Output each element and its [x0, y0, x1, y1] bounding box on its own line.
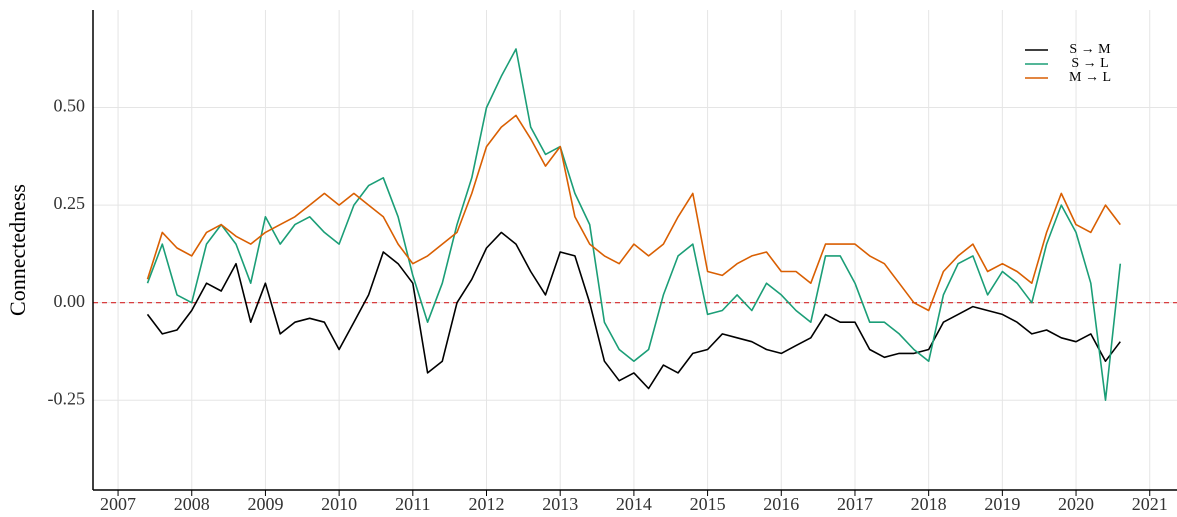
x-tick-label: 2011	[395, 494, 430, 514]
x-tick-label: 2020	[1058, 494, 1094, 514]
y-tick-label: -0.25	[48, 388, 86, 408]
y-tick-label: 0.00	[54, 291, 86, 311]
legend-label: S → M	[1069, 42, 1111, 57]
legend-label: S → L	[1071, 56, 1108, 71]
x-tick-label: 2018	[911, 494, 947, 514]
legend-label: M → L	[1069, 70, 1111, 85]
x-tick-label: 2010	[321, 494, 357, 514]
series-line	[146, 231, 1121, 390]
x-tick-label: 2015	[690, 494, 726, 514]
x-tick-label: 2009	[247, 494, 283, 514]
series-line	[146, 114, 1121, 312]
y-tick-label: 0.50	[54, 96, 86, 116]
x-tick-label: 2007	[100, 494, 136, 514]
x-tick-label: 2012	[469, 494, 505, 514]
x-tick-label: 2008	[174, 494, 210, 514]
series-line	[146, 48, 1122, 401]
x-tick-label: 2014	[616, 494, 652, 514]
y-axis-label: Connectedness	[5, 184, 30, 316]
x-tick-label: 2019	[984, 494, 1020, 514]
x-tick-label: 2017	[837, 494, 873, 514]
x-tick-label: 2013	[542, 494, 578, 514]
x-tick-label: 2021	[1132, 494, 1168, 514]
x-tick-label: 2016	[763, 494, 799, 514]
y-tick-label: 0.25	[54, 193, 86, 213]
